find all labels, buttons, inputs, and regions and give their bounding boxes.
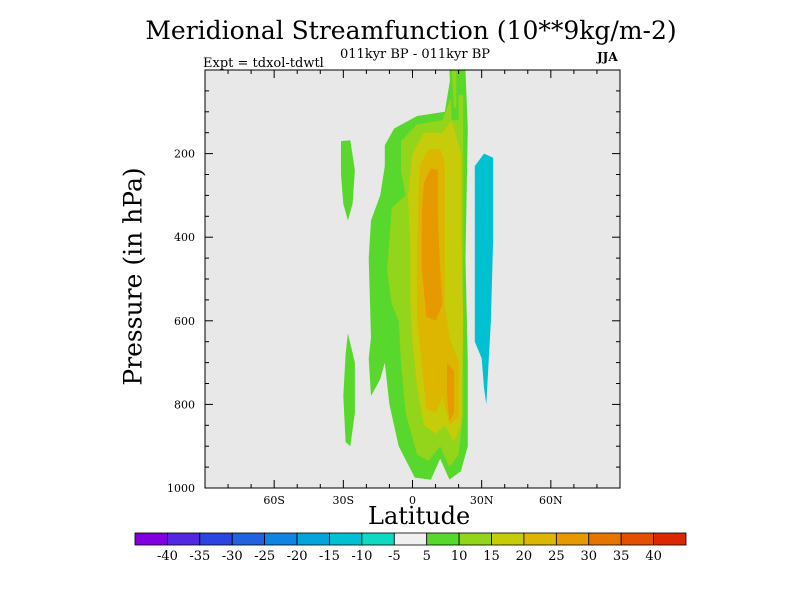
colorbar-label: 25: [548, 549, 565, 564]
experiment-label: Expt = tdxol-tdwtl: [203, 56, 324, 71]
contour-main-positive-25: [421, 168, 443, 321]
colorbar-label: 15: [483, 549, 500, 564]
colorbar-label: -15: [319, 549, 340, 564]
colorbar-box: [426, 532, 460, 546]
colorbar-box: [167, 532, 201, 546]
colorbar-label: 5: [423, 549, 431, 564]
chart-title: Meridional Streamfunction (10**9kg/m-2): [145, 16, 677, 45]
chart-subtitle: 011kyr BP - 011kyr BP: [340, 47, 491, 62]
x-tick-label: 30N: [470, 494, 494, 507]
colorbar-box: [653, 532, 687, 546]
contour-lower-positive-25: [447, 362, 454, 422]
contour-northern-column-10: [451, 70, 457, 108]
colorbar-box: [458, 532, 492, 546]
colorbar-label: 20: [516, 549, 533, 564]
colorbar-box: [296, 532, 330, 546]
contour-group: [341, 70, 494, 480]
colorbar-box: [134, 532, 168, 546]
y-tick-label: 400: [174, 231, 195, 244]
colorbar-label: -30: [222, 549, 243, 564]
contour-lower-positive-left: [343, 333, 355, 447]
colorbar-label: 35: [613, 549, 630, 564]
x-tick-label: 60N: [539, 494, 563, 507]
colorbar-box: [588, 532, 622, 546]
colorbar-box: [264, 532, 298, 546]
colorbar-label: -25: [254, 549, 275, 564]
y-tick-label: 1000: [167, 482, 195, 495]
colorbar-box: [231, 532, 266, 546]
colorbar-label: 40: [645, 549, 662, 564]
colorbar-box: [329, 532, 363, 546]
colorbar-label: 30: [580, 549, 597, 564]
y-tick-label: 600: [174, 315, 195, 328]
colorbar-label: -35: [189, 549, 210, 564]
colorbar-box: [199, 532, 233, 546]
colorbar-box: [491, 532, 525, 546]
colorbar-box: [555, 532, 590, 546]
colorbar-label: -10: [351, 549, 372, 564]
colorbar-label: 10: [451, 549, 468, 564]
x-tick-label: 0: [409, 494, 416, 507]
x-axis-label: Latitude: [368, 502, 471, 530]
colorbar-box: [523, 532, 557, 546]
colorbar-label: -5: [388, 549, 401, 564]
colorbar-label: -40: [157, 549, 178, 564]
contour-negative-column: [474, 153, 494, 405]
y-tick-label: 200: [174, 148, 195, 161]
colorbar-box: [393, 532, 428, 546]
season-label: JJA: [597, 50, 618, 64]
colorbar-box: [620, 532, 654, 546]
colorbar-label: -20: [287, 549, 308, 564]
y-tick-label: 800: [174, 398, 195, 411]
contour-shallow-positive-left: [341, 140, 355, 221]
colorbar-box: [361, 532, 395, 546]
x-tick-label: 60S: [263, 494, 285, 507]
x-tick-label: 30S: [333, 494, 355, 507]
